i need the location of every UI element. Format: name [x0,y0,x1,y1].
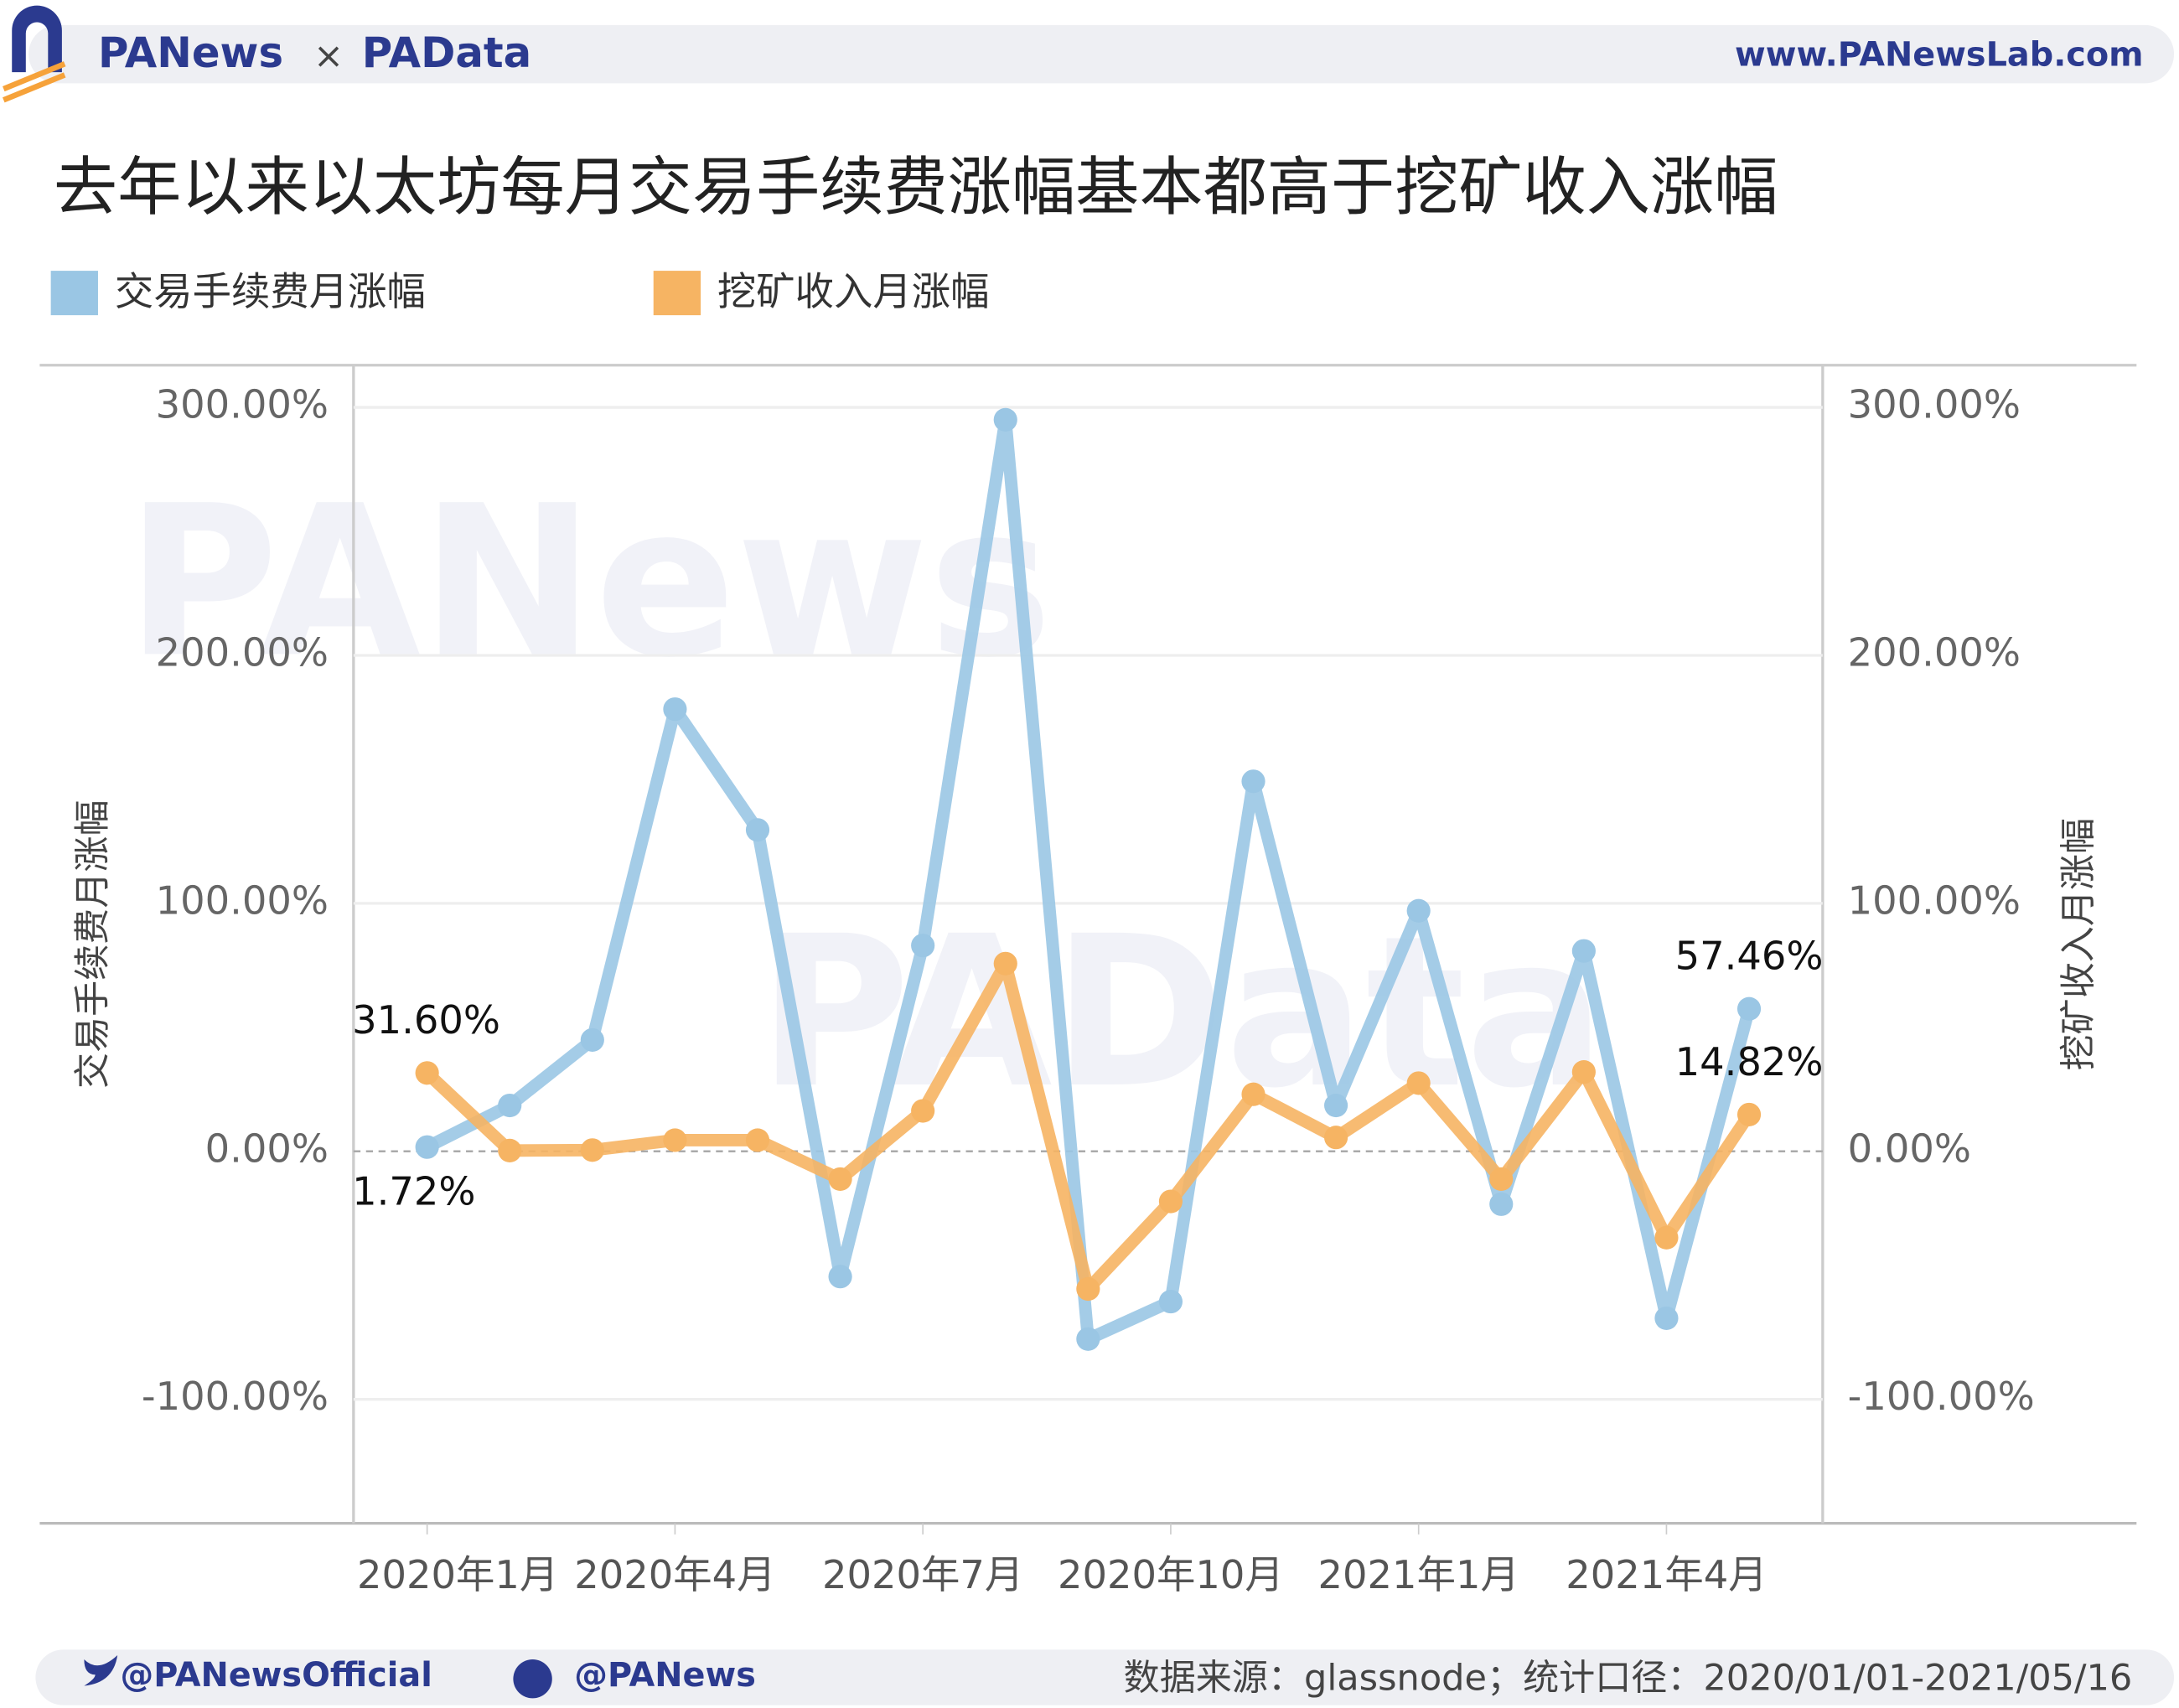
data-point [1076,1327,1100,1351]
data-label: 31.60% [352,997,500,1043]
y-tick-label: -100.00% [142,1374,329,1419]
data-point [1489,1167,1514,1192]
data-point [745,818,770,842]
data-point [1406,1071,1431,1095]
watermark: PANews [126,460,1053,703]
logo [12,5,62,73]
legend-label: 交易手续费月涨幅 [115,269,426,314]
logo-stripes [3,61,66,103]
data-point [993,407,1017,432]
plot: -100.00% 0.00% 100.00% 200.00% 300.00% -100.0… [142,382,2035,1597]
data-point [663,1128,687,1152]
data-label: 57.46% [1675,934,1824,979]
y-tick-label: 0.00% [205,1126,329,1171]
data-point [828,1265,852,1289]
footer-bar [35,1649,2175,1705]
y2-tick-label: -100.00% [1848,1374,2035,1419]
chart-title: 去年以来以太坊每月交易手续费涨幅基本都高于挖矿收入涨幅 [54,150,1778,225]
footer-source: 数据来源：glassnode；统计口径：2020/01/01-2021/05/1… [1124,1657,2133,1699]
data-point [1076,1276,1100,1302]
data-point [663,697,687,722]
y2-axis-title: 挖矿收入月涨幅 [2058,818,2100,1070]
data-point [911,934,935,958]
data-point [1406,898,1431,923]
data-point [1654,1225,1679,1250]
legend-label: 挖矿收入月涨幅 [717,269,990,314]
data-point [415,1135,439,1159]
y-tick-label: 300.00% [156,382,329,427]
data-point [498,1093,522,1118]
x-tick-label: 2020年4月 [574,1552,775,1597]
data-point [498,1138,522,1162]
brand: PANews [98,28,283,77]
data-point [1324,1093,1348,1118]
data-point [828,1167,852,1192]
url: www.PANewsLab.com [1735,35,2144,74]
twitter-icon [84,1655,118,1686]
data-point [1489,1192,1514,1216]
footer-twitter: @PANewsOfficial [120,1656,432,1695]
data-label: 1.72% [352,1169,475,1214]
data-point [1654,1306,1679,1331]
y2-tick-label: 200.00% [1848,629,2021,675]
data-label: 14.82% [1675,1039,1824,1084]
data-point [745,1128,770,1152]
weibo-icon [513,1659,552,1699]
footer-weibo: @PANews [574,1656,756,1695]
data-point [580,1138,604,1162]
data-point [1241,1082,1265,1106]
x-tick-label: 2020年7月 [822,1552,1023,1597]
data-point [1158,1189,1183,1214]
legend-swatch [50,271,98,316]
legend-swatch [653,271,701,316]
data-point [993,951,1017,976]
data-point [911,1099,935,1123]
data-point [1571,1060,1596,1084]
data-point [1571,939,1596,963]
legend: 交易手续费月涨幅 挖矿收入月涨幅 [50,269,990,316]
brand-separator: × [313,35,344,77]
data-point [1736,996,1762,1021]
brand: PAData [362,28,531,77]
x-tick-label: 2021年1月 [1318,1552,1519,1597]
y-axis-title: 交易手续费月涨幅 [72,800,114,1089]
data-point [415,1061,439,1085]
y2-tick-label: 300.00% [1848,382,2021,427]
y2-tick-label: 0.00% [1848,1126,1971,1171]
data-point [1158,1290,1183,1314]
data-point [1324,1126,1348,1150]
header-bar [28,24,2175,84]
x-tick-label: 2020年10月 [1058,1552,1284,1597]
y-tick-label: 200.00% [156,629,329,675]
y-tick-label: 100.00% [156,877,329,923]
data-point [1736,1102,1762,1127]
y2-tick-label: 100.00% [1848,877,2021,923]
data-point [580,1027,604,1053]
x-tick-label: 2021年4月 [1566,1552,1767,1597]
x-tick-label: 2020年1月 [357,1552,558,1597]
data-point [1241,769,1265,794]
